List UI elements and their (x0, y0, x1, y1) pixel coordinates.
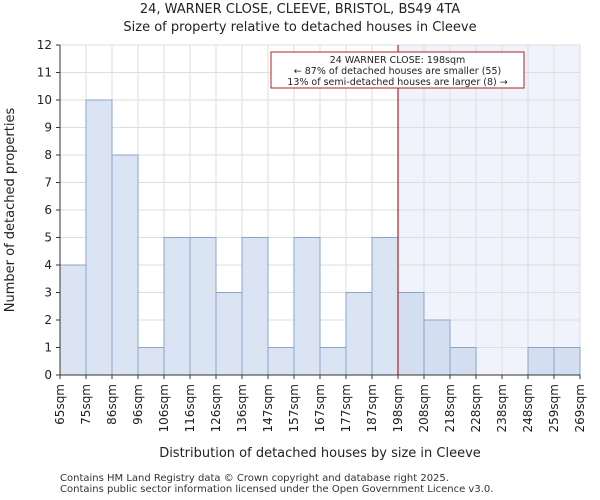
y-tick-label: 2 (44, 313, 52, 327)
y-tick-label: 1 (44, 341, 52, 355)
y-tick-label: 12 (37, 38, 52, 52)
bar-75sqm (85, 99, 113, 376)
x-tick-label: 126sqm (209, 384, 223, 432)
bar-198sqm (397, 292, 425, 376)
bar-86sqm (111, 154, 139, 376)
x-tick-label: 106sqm (157, 384, 171, 432)
x-tick-label: 136sqm (235, 384, 249, 432)
y-tick-label: 9 (44, 121, 52, 135)
footer-licence: Contains public sector information licen… (60, 484, 494, 495)
bar-157sqm (293, 237, 321, 376)
y-tick-label: 11 (37, 66, 52, 80)
x-tick-label: 248sqm (521, 384, 535, 432)
y-tick-label: 10 (37, 93, 52, 107)
x-tick-label: 238sqm (495, 384, 509, 432)
x-tick-label: 218sqm (443, 384, 457, 432)
bar-208sqm (423, 319, 451, 376)
x-tick-label: 96sqm (131, 384, 145, 425)
bar-167sqm (319, 347, 347, 376)
annotation-line: ← 87% of detached houses are smaller (55… (294, 66, 501, 77)
bar-218sqm (449, 347, 477, 376)
x-tick-label: 157sqm (287, 384, 301, 432)
y-tick-label: 3 (44, 286, 52, 300)
y-tick-label: 6 (44, 203, 52, 217)
bar-259sqm (553, 347, 581, 376)
bar-65sqm (59, 264, 87, 376)
annotation-line: 13% of semi-detached houses are larger (… (287, 77, 507, 88)
bar-106sqm (163, 237, 191, 376)
x-tick-label: 116sqm (183, 384, 197, 432)
x-tick-label: 75sqm (79, 384, 93, 425)
x-tick-label: 187sqm (365, 384, 379, 432)
x-tick-label: 65sqm (53, 384, 67, 425)
bar-136sqm (241, 237, 269, 376)
y-tick-label: 5 (44, 231, 52, 245)
y-axis-label: Number of detached properties (3, 108, 18, 313)
bar-187sqm (371, 237, 399, 376)
x-tick-label: 259sqm (547, 384, 561, 432)
annotation-box (270, 51, 525, 89)
x-tick-label: 147sqm (261, 384, 275, 432)
x-axis-label: Distribution of detached houses by size … (159, 446, 481, 461)
bar-147sqm (267, 347, 295, 376)
y-tick-label: 4 (44, 258, 52, 272)
chart-subtitle: Size of property relative to detached ho… (123, 20, 477, 35)
bar-248sqm (527, 347, 555, 376)
x-tick-label: 167sqm (313, 384, 327, 432)
chart-title: 24, WARNER CLOSE, CLEEVE, BRISTOL, BS49 … (139, 2, 461, 17)
y-tick-label: 7 (44, 176, 52, 190)
x-tick-label: 208sqm (417, 384, 431, 432)
bar-126sqm (215, 292, 243, 376)
x-tick-label: 177sqm (339, 384, 353, 432)
y-tick-label: 8 (44, 148, 52, 162)
bar-116sqm (189, 237, 217, 376)
y-tick-label: 0 (44, 368, 52, 382)
bar-177sqm (345, 292, 373, 376)
x-tick-label: 228sqm (469, 384, 483, 432)
annotation-line: 24 WARNER CLOSE: 198sqm (330, 55, 466, 66)
x-tick-label: 269sqm (573, 384, 587, 432)
x-tick-label: 198sqm (391, 384, 405, 432)
footer-copyright: Contains HM Land Registry data © Crown c… (60, 473, 449, 484)
bar-96sqm (137, 347, 165, 376)
x-tick-label: 86sqm (105, 384, 119, 425)
